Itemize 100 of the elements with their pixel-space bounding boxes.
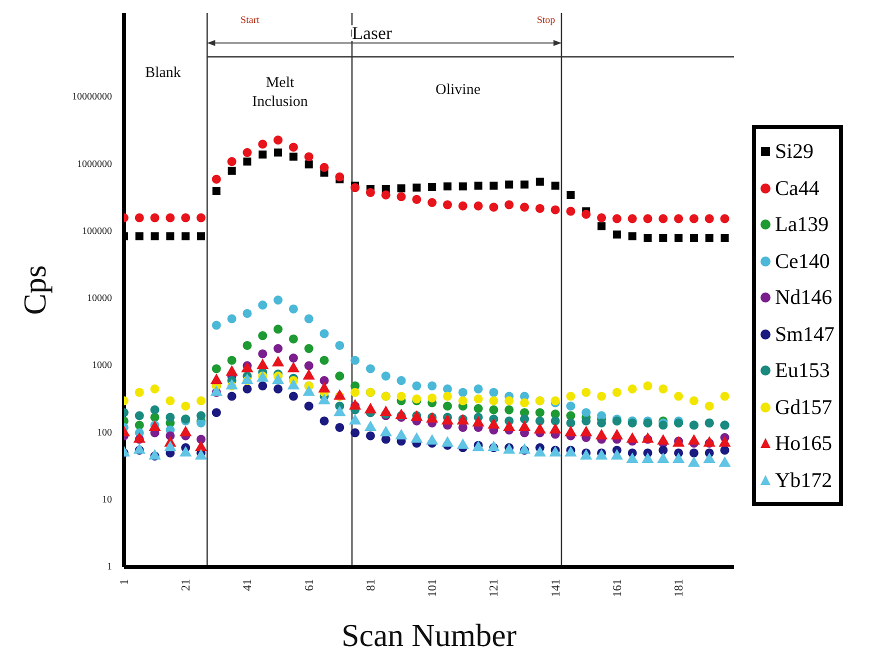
point (320, 356, 329, 365)
point (274, 296, 283, 305)
point (412, 194, 422, 204)
point (658, 420, 668, 430)
point (396, 392, 406, 401)
point (582, 408, 591, 418)
point (350, 356, 360, 365)
point (274, 324, 283, 334)
point (644, 234, 652, 242)
point (580, 449, 592, 460)
point (304, 160, 313, 168)
point (474, 394, 483, 404)
point (550, 416, 560, 426)
point (197, 232, 206, 240)
x-tick-label: 41 (240, 579, 254, 591)
point (181, 402, 190, 411)
x-tick-label: 21 (178, 579, 193, 591)
point (720, 234, 729, 242)
point (212, 174, 221, 184)
point (658, 214, 668, 224)
y-tick-label: 1000000 (77, 158, 112, 170)
point (335, 172, 344, 182)
point (210, 374, 223, 384)
point (366, 364, 375, 374)
y-tick-label: 10000000 (72, 92, 112, 103)
point (350, 428, 360, 438)
point (134, 388, 144, 397)
legend-label: Eu153 (775, 357, 830, 384)
point (304, 314, 314, 324)
point (443, 182, 452, 190)
point (381, 372, 390, 381)
y-tick-label: 100000 (82, 226, 112, 237)
x-tick-label: 121 (486, 579, 501, 597)
point (335, 372, 344, 381)
point (458, 201, 468, 210)
legend-label: Gd157 (775, 394, 832, 420)
point (643, 381, 652, 390)
point (212, 408, 221, 418)
point (612, 388, 622, 397)
point (674, 234, 683, 242)
point (242, 340, 252, 350)
legend-label: Ho165 (775, 430, 832, 457)
x-tick-label: 61 (302, 579, 316, 591)
x-tick-label: 101 (425, 579, 440, 597)
point (288, 142, 298, 152)
point (227, 157, 236, 166)
point (196, 396, 206, 406)
point (458, 396, 468, 406)
point (658, 446, 668, 455)
point (659, 234, 668, 242)
point (150, 384, 160, 394)
point (242, 384, 252, 394)
point (428, 393, 437, 402)
point (704, 214, 714, 224)
point (288, 304, 298, 314)
point (181, 213, 190, 222)
point (489, 396, 498, 406)
point (628, 214, 637, 224)
legend-label: Yb172 (775, 466, 832, 494)
x-tick-label: 181 (672, 579, 686, 597)
point (535, 416, 544, 426)
point (474, 201, 483, 210)
point (428, 182, 436, 191)
point (258, 150, 267, 159)
point (166, 396, 175, 406)
point (166, 412, 175, 422)
point (212, 320, 221, 330)
point (550, 205, 560, 214)
point (304, 152, 314, 162)
point (504, 200, 514, 210)
point (396, 376, 406, 386)
y-tick-label: 1000 (92, 360, 112, 372)
point (196, 411, 206, 420)
y-tick-label: 10 (102, 494, 112, 506)
annotation: Olivine (436, 82, 481, 98)
point (474, 384, 483, 394)
point (704, 402, 714, 411)
x-tick-label: 141 (548, 579, 562, 597)
point (566, 418, 576, 428)
point (442, 402, 452, 411)
point (490, 182, 498, 190)
point (628, 384, 637, 394)
point (551, 182, 560, 190)
point (442, 200, 452, 210)
point (148, 449, 161, 460)
point (288, 354, 298, 363)
annotation: Laser (352, 23, 392, 43)
point (350, 183, 360, 192)
point (304, 361, 314, 370)
point (335, 340, 344, 350)
point (258, 381, 268, 390)
point (241, 374, 254, 384)
annotation: Melt Inclusion (252, 75, 308, 110)
point (442, 384, 452, 394)
point (134, 411, 144, 420)
point (320, 416, 329, 426)
point (582, 416, 591, 426)
point (566, 190, 575, 199)
point (304, 402, 314, 411)
point (535, 408, 544, 418)
